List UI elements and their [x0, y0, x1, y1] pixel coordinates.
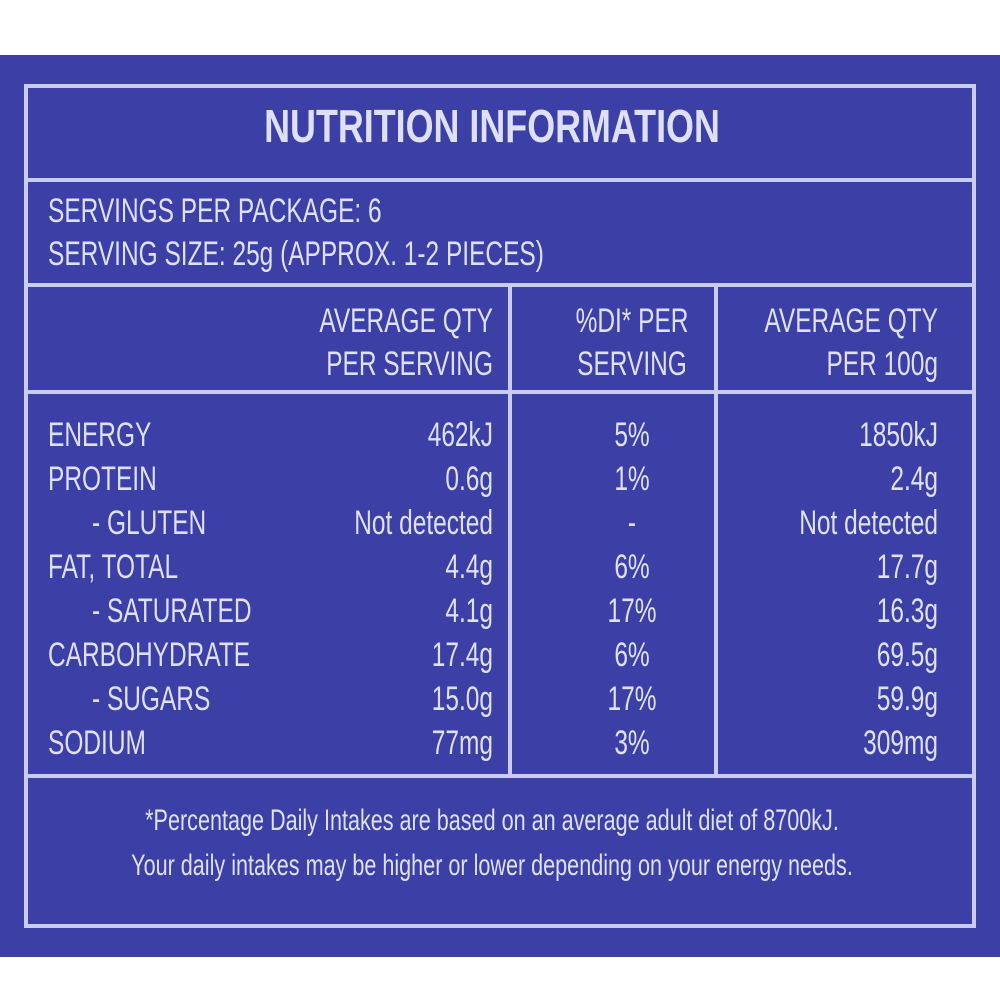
panel: [0, 55, 1000, 957]
column-header: %DI* PER: [576, 302, 689, 340]
column-header: PER SERVING: [326, 345, 493, 383]
column-header: AVERAGE QTY: [319, 302, 493, 340]
serving-info: SERVING SIZE: 25g (APPROX. 1-2 PIECES): [48, 235, 544, 273]
footnote: *Percentage Daily Intakes are based on a…: [145, 802, 839, 836]
serving-info: SERVINGS PER PACKAGE: 6: [48, 192, 382, 230]
cell: 4.1g: [445, 592, 493, 630]
frame: [24, 84, 976, 928]
cell: 59.9g: [877, 680, 938, 718]
row-label: PROTEIN: [48, 460, 157, 498]
cell: 5%: [614, 416, 649, 454]
cell: 1850kJ: [859, 416, 938, 454]
cell: 6%: [614, 548, 649, 586]
footnote: Your daily intakes may be higher or lowe…: [131, 847, 853, 881]
cell: 17%: [608, 592, 657, 630]
cell: 462kJ: [428, 416, 493, 454]
cell: 69.5g: [877, 636, 938, 674]
column-header: PER 100g: [826, 345, 938, 383]
cell: Not detected: [354, 504, 493, 542]
cell: 309mg: [863, 724, 938, 762]
row-label: - SUGARS: [92, 680, 210, 718]
row-label: CARBOHYDRATE: [48, 636, 250, 674]
row-label: ENERGY: [48, 416, 152, 454]
cell: 3%: [614, 724, 649, 762]
cell: 17.4g: [432, 636, 493, 674]
cell: 6%: [614, 636, 649, 674]
cell: 17%: [608, 680, 657, 718]
cell: 0.6g: [445, 460, 493, 498]
cell: 17.7g: [877, 548, 938, 586]
cell: 2.4g: [890, 460, 938, 498]
cell: Not detected: [799, 504, 938, 542]
cell: -: [628, 504, 636, 542]
row-label: - SATURATED: [92, 592, 251, 630]
row-label: - GLUTEN: [92, 504, 206, 542]
column-header: AVERAGE QTY: [764, 302, 938, 340]
cell: 1%: [614, 460, 649, 498]
row-label: SODIUM: [48, 724, 146, 762]
cell: 16.3g: [877, 592, 938, 630]
cell: 77mg: [432, 724, 493, 762]
column-header: SERVING: [577, 345, 687, 383]
cell: 4.4g: [445, 548, 493, 586]
title: NUTRITION INFORMATION: [264, 101, 720, 152]
cell: 15.0g: [432, 680, 493, 718]
row-label: FAT, TOTAL: [48, 548, 178, 586]
